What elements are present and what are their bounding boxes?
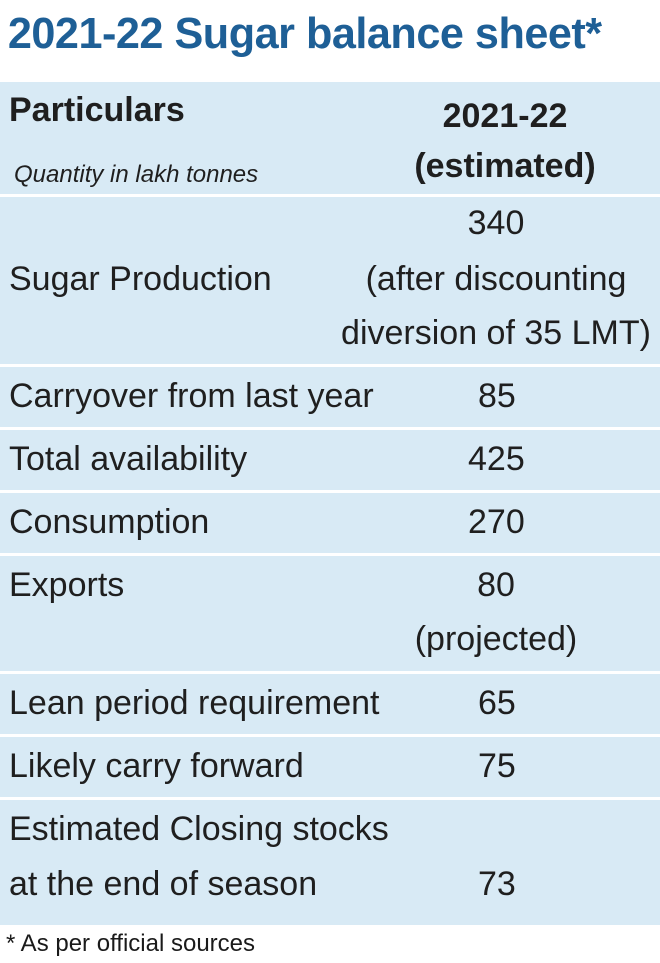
header-subtitle: Quantity in lakh tonnes [14, 161, 259, 188]
row-label: Carryover from last year [9, 377, 374, 415]
table-row: Estimated Closing stocks at the end of s… [0, 797, 660, 925]
page-title: 2021-22 Sugar balance sheet* [7, 9, 602, 58]
table-row: Carryover from last year 85 [0, 364, 660, 427]
source-footnote: * As per official sources [6, 930, 256, 957]
row-value: 425 [468, 440, 525, 478]
header-particulars: Particulars [9, 91, 185, 129]
row-label: Estimated Closing stocks [9, 810, 389, 848]
row-value-note: (after discounting [365, 260, 627, 298]
row-value-note: (projected) [414, 620, 578, 658]
table-row: Consumption 270 [0, 490, 660, 553]
row-value-note: diversion of 35 LMT) [341, 314, 651, 352]
table-row: Total availability 425 [0, 427, 660, 490]
table-header: Particulars Quantity in lakh tonnes 2021… [0, 82, 660, 194]
row-value: 270 [468, 503, 525, 541]
row-value: 340 [467, 204, 525, 242]
row-label: Total availability [9, 440, 248, 478]
row-value: 80 [477, 566, 515, 604]
row-value: 73 [478, 865, 516, 903]
row-value: 75 [478, 747, 516, 785]
balance-sheet-table: Particulars Quantity in lakh tonnes 2021… [0, 82, 660, 925]
table-row: Exports 80 (projected) [0, 553, 660, 671]
row-label-continued: at the end of season [9, 865, 318, 903]
header-year: 2021-22 [442, 97, 568, 135]
table-row: Sugar Production 340 (after discounting … [0, 194, 660, 364]
table-row: Likely carry forward 75 [0, 734, 660, 797]
row-label: Exports [9, 566, 125, 604]
header-year-note: (estimated) [414, 147, 596, 185]
row-label: Sugar Production [9, 260, 272, 298]
row-value: 65 [478, 684, 516, 722]
table-row: Lean period requirement 65 [0, 671, 660, 734]
row-value: 85 [478, 377, 516, 415]
row-label: Lean period requirement [9, 684, 380, 722]
row-label: Consumption [9, 503, 210, 541]
row-label: Likely carry forward [9, 747, 304, 785]
